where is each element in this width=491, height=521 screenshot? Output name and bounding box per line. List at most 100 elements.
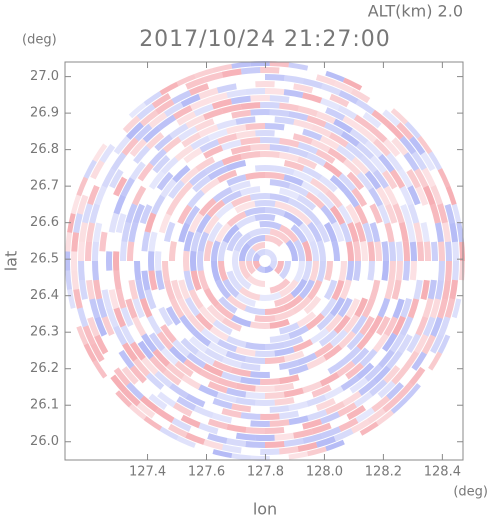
plot-frame <box>64 61 464 461</box>
radar-texture <box>372 333 389 353</box>
radar-texture <box>86 279 96 300</box>
radar-texture <box>345 261 354 281</box>
radar-texture <box>188 169 208 186</box>
radar-texture <box>175 435 196 449</box>
radar-texture <box>180 414 201 429</box>
radar-texture <box>255 434 275 441</box>
radar-texture <box>316 312 335 331</box>
radar-texture <box>279 224 299 243</box>
radar-texture <box>302 418 323 430</box>
radar-texture <box>345 362 364 380</box>
radar-texture <box>87 316 100 338</box>
radar-texture <box>234 200 256 214</box>
radar-texture <box>356 142 375 160</box>
radar-texture <box>260 413 280 420</box>
radar-texture <box>269 261 277 270</box>
radar-texture <box>279 261 291 280</box>
radar-texture <box>338 417 359 432</box>
radar-texture <box>154 134 173 152</box>
radar-texture <box>206 199 226 218</box>
radar-texture <box>409 241 417 261</box>
radar-texture <box>403 350 420 370</box>
radar-texture <box>254 315 276 322</box>
radar-texture <box>162 369 182 386</box>
radar-texture <box>145 372 165 390</box>
radar-texture <box>382 332 398 352</box>
radar-texture <box>129 138 147 157</box>
radar-texture <box>372 138 391 157</box>
radar-texture <box>382 395 401 413</box>
radar-texture <box>269 179 291 189</box>
radar-texture <box>351 187 368 207</box>
radar-texture <box>293 261 305 283</box>
radar-texture <box>423 241 431 261</box>
radar-texture <box>230 180 251 193</box>
radar-texture <box>222 278 240 298</box>
radar-texture <box>452 241 459 261</box>
radar-texture <box>274 200 296 214</box>
radar-texture <box>346 171 365 191</box>
radar-texture <box>311 124 332 138</box>
radar-texture <box>274 261 284 275</box>
radar-texture <box>187 313 205 333</box>
radar-texture <box>323 344 343 361</box>
radar-texture <box>307 221 323 243</box>
radar-texture <box>278 151 299 163</box>
radar-texture <box>351 315 368 335</box>
radar-texture <box>349 377 369 394</box>
radar-texture <box>269 278 291 294</box>
radar-texture <box>336 144 356 162</box>
radar-texture <box>417 135 434 155</box>
radar-texture <box>285 239 298 261</box>
radar-texture <box>466 261 473 280</box>
radar-texture <box>399 316 414 337</box>
radar-texture <box>306 355 327 370</box>
radar-texture <box>402 241 410 261</box>
radar-texture <box>190 135 211 150</box>
radar-texture <box>203 439 224 451</box>
radar-texture <box>342 346 362 364</box>
radar-texture <box>342 390 362 407</box>
radar-texture <box>329 329 348 348</box>
radar-texture <box>338 90 359 105</box>
radar-texture <box>315 111 336 125</box>
radar-texture <box>278 359 299 371</box>
radar-texture <box>265 426 285 434</box>
radar-texture <box>260 53 279 59</box>
radar-texture <box>144 212 157 233</box>
radar-texture <box>245 441 265 448</box>
altitude-label: ALT(km) 2.0 <box>368 2 463 21</box>
radar-texture <box>133 145 151 164</box>
radar-texture <box>316 191 335 210</box>
y-tick-label: 27.0 <box>30 69 59 84</box>
radar-texture <box>128 101 147 119</box>
radar-texture <box>137 340 154 360</box>
radar-texture <box>121 137 139 156</box>
radar-texture <box>250 61 270 67</box>
x-tick-label: 128.0 <box>306 465 343 480</box>
radar-texture <box>178 279 191 300</box>
radar-texture <box>136 401 156 419</box>
radar-texture <box>91 142 108 163</box>
radar-texture <box>292 296 312 314</box>
radar-texture <box>110 374 128 393</box>
radar-texture <box>297 156 318 170</box>
radar-texture <box>318 175 338 193</box>
radar-texture <box>186 352 206 369</box>
radar-texture <box>71 232 80 252</box>
radar-texture <box>413 222 423 243</box>
radar-texture <box>141 231 151 252</box>
radar-texture <box>364 170 382 190</box>
radar-texture <box>265 123 285 131</box>
radar-texture <box>71 270 80 290</box>
radar-texture <box>244 305 265 315</box>
radar-texture <box>340 131 360 147</box>
radar-texture <box>324 122 344 137</box>
radar-texture <box>94 185 108 206</box>
radar-texture <box>245 172 265 181</box>
radar-texture <box>82 325 96 346</box>
radar-texture <box>315 436 336 448</box>
radar-texture <box>274 165 295 176</box>
radar-texture <box>310 327 330 345</box>
radar-texture <box>372 169 389 189</box>
